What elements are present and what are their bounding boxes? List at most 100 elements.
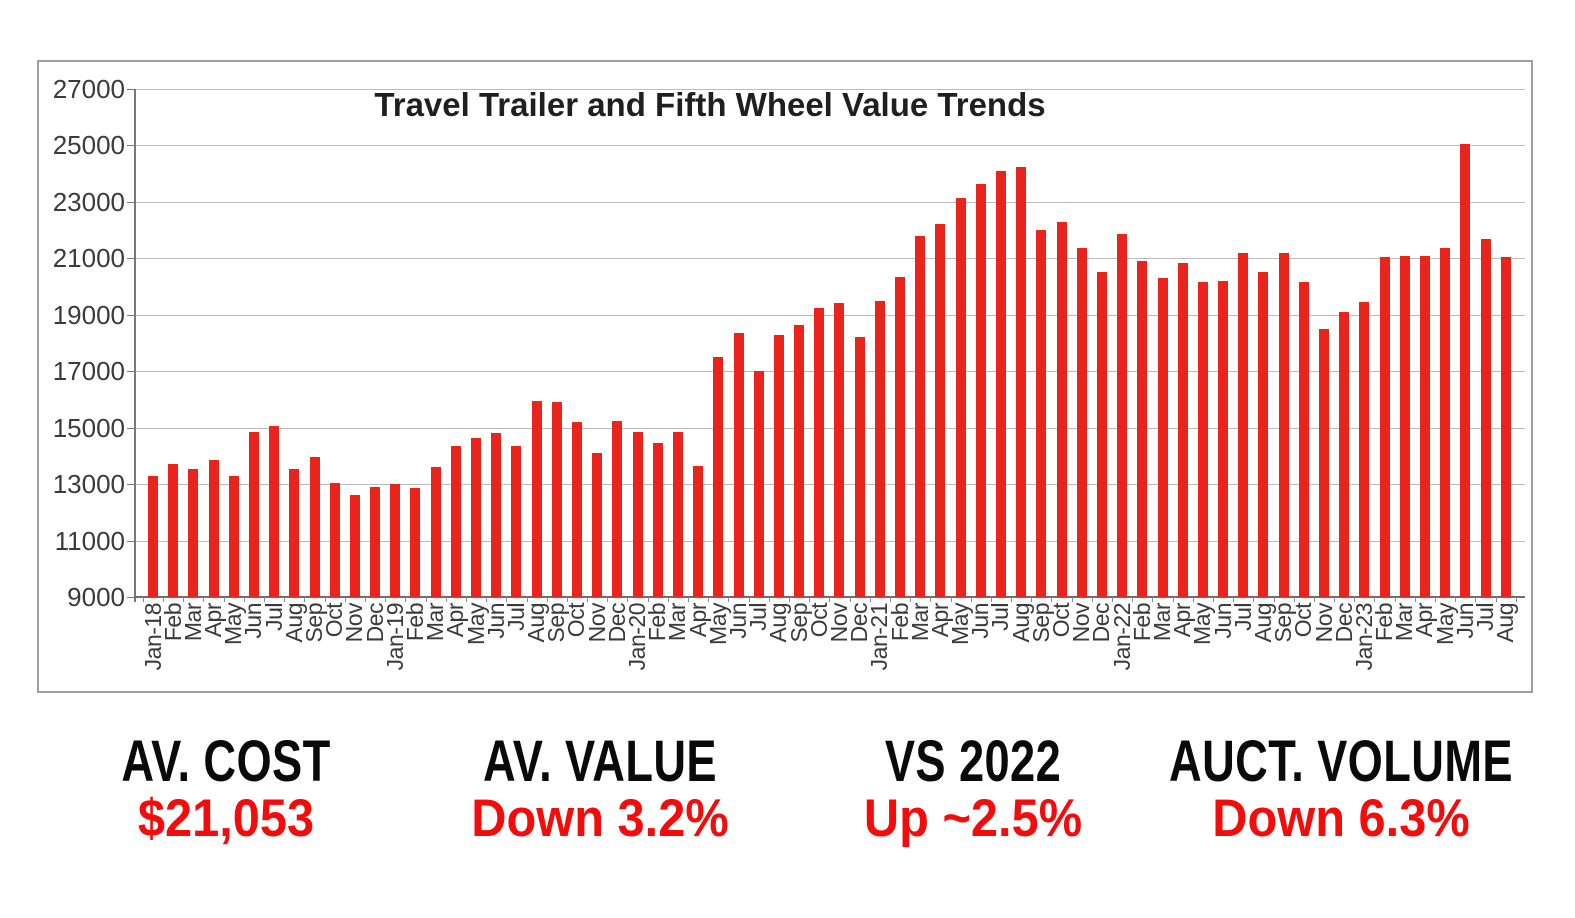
x-axis-tick	[163, 597, 165, 602]
x-axis-tick	[445, 597, 447, 602]
bar	[309, 457, 320, 597]
bar	[733, 333, 744, 597]
x-axis-tick	[768, 597, 770, 602]
bar	[1480, 238, 1491, 597]
x-axis-tick	[405, 597, 407, 602]
bar	[1137, 261, 1148, 597]
bar	[551, 402, 562, 597]
bar	[329, 482, 340, 597]
stat-value: Down 6.3%	[1212, 789, 1470, 849]
gridline	[135, 540, 1525, 542]
x-axis-tick	[1354, 597, 1356, 602]
x-axis-tick	[506, 597, 508, 602]
x-axis-tick	[748, 597, 750, 602]
stat-label: AUCT. VOLUME	[1169, 729, 1513, 794]
bar	[632, 431, 643, 597]
bar	[248, 431, 259, 597]
y-axis-tick	[127, 258, 134, 260]
bar	[410, 488, 421, 597]
y-axis-tick-label: 23000	[52, 186, 125, 217]
bar	[1056, 221, 1067, 597]
bar	[1238, 252, 1249, 597]
y-axis-tick	[127, 201, 134, 203]
bar	[289, 468, 300, 597]
bar	[208, 460, 219, 597]
y-axis-tick-label: 17000	[52, 356, 125, 387]
y-axis-line	[134, 89, 136, 602]
stat-vs-2022: VS 2022 Up ~2.5%	[854, 729, 1091, 845]
x-axis-tick	[1152, 597, 1154, 602]
x-axis-tick	[1051, 597, 1053, 602]
x-axis-tick	[869, 597, 871, 602]
x-axis-tick	[264, 597, 266, 602]
x-axis-tick	[1374, 597, 1376, 602]
x-axis-tick	[950, 597, 952, 602]
x-axis-tick	[1475, 597, 1477, 602]
bar	[1036, 230, 1047, 597]
bar	[1379, 256, 1390, 597]
x-axis-tick	[304, 597, 306, 602]
bar	[834, 303, 845, 597]
x-axis-tick	[1233, 597, 1235, 602]
bar	[390, 484, 401, 597]
bar	[1197, 282, 1208, 597]
bar	[1076, 248, 1087, 597]
x-axis-tick	[1031, 597, 1033, 602]
x-axis-tick	[223, 597, 225, 602]
bar	[652, 443, 663, 597]
bar	[975, 183, 986, 597]
bar	[713, 357, 724, 597]
bar	[895, 276, 906, 597]
bar	[1096, 272, 1107, 597]
x-axis-tick	[526, 597, 528, 602]
bar	[1218, 280, 1229, 597]
x-axis-tick	[587, 597, 589, 602]
x-axis-tick	[708, 597, 710, 602]
y-axis-tick	[127, 484, 134, 486]
x-axis-tick	[1112, 597, 1114, 602]
y-axis-tick	[127, 597, 134, 598]
x-axis-tick	[1192, 597, 1194, 602]
bar	[1339, 311, 1350, 597]
y-axis-tick-label: 19000	[52, 299, 125, 330]
stat-value: $21,053	[137, 789, 315, 849]
x-axis-tick	[1435, 597, 1437, 602]
bar	[1117, 234, 1128, 597]
y-axis-tick	[127, 89, 134, 90]
stat-av-cost: AV. COST $21,053	[92, 732, 360, 849]
bar	[370, 486, 381, 597]
x-axis-tick	[627, 597, 629, 602]
x-axis-tick	[1273, 597, 1275, 602]
y-axis-tick	[127, 540, 134, 542]
bar	[693, 465, 704, 597]
stat-auct-volume: AUCT. VOLUME Down 6.3%	[1121, 729, 1562, 849]
x-axis-tick	[889, 597, 891, 602]
bar	[1359, 302, 1370, 597]
x-axis-tick	[243, 597, 245, 602]
bar	[168, 464, 179, 597]
bar	[1440, 248, 1451, 597]
bar	[874, 300, 885, 597]
x-axis-tick	[1334, 597, 1336, 602]
x-axis-tick	[203, 597, 205, 602]
x-axis-tick-label: Aug	[1492, 603, 1519, 643]
bar	[995, 170, 1006, 597]
x-axis-tick	[465, 597, 467, 602]
bar	[1298, 282, 1309, 597]
bar	[753, 371, 764, 597]
bar	[1319, 328, 1330, 597]
y-axis-tick-label: 9000	[67, 582, 125, 612]
y-axis-tick-label: 21000	[52, 243, 125, 274]
stat-label: VS 2022	[884, 729, 1062, 794]
gridline	[135, 371, 1525, 373]
x-axis-tick	[829, 597, 831, 602]
x-axis-tick	[1455, 597, 1457, 602]
bar	[854, 337, 865, 597]
bar	[511, 446, 522, 597]
x-axis-tick	[1212, 597, 1214, 602]
stat-av-value: AV. VALUE Down 3.2%	[450, 732, 750, 845]
bar	[571, 422, 582, 597]
x-axis-tick	[1495, 597, 1497, 602]
bar	[228, 475, 239, 597]
